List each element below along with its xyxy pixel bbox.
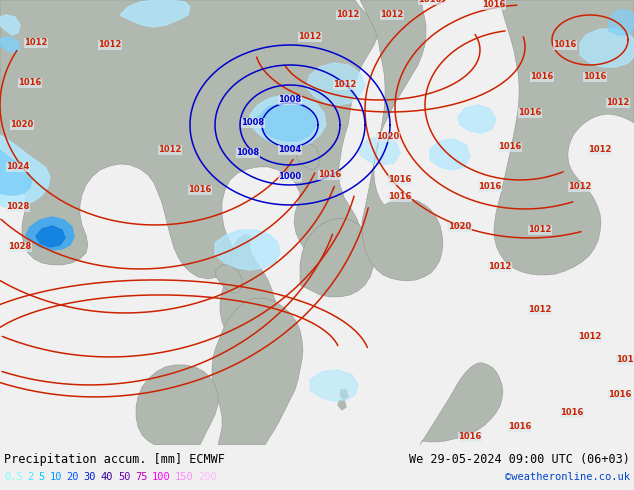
Polygon shape [360, 0, 443, 281]
Text: 1016: 1016 [318, 171, 342, 179]
Text: 1012: 1012 [568, 182, 592, 192]
Text: 1008: 1008 [242, 119, 264, 127]
Polygon shape [212, 298, 303, 445]
Polygon shape [200, 53, 210, 60]
Text: 1016: 1016 [418, 0, 442, 4]
Polygon shape [0, 0, 378, 279]
Text: 1016: 1016 [530, 73, 553, 81]
Text: 50: 50 [118, 472, 131, 482]
Text: 1028: 1028 [6, 202, 30, 212]
Text: 1012: 1012 [380, 10, 404, 20]
Text: 1008: 1008 [236, 148, 259, 157]
Text: 1028: 1028 [8, 243, 32, 251]
Polygon shape [580, 29, 634, 67]
Text: 1012: 1012 [98, 41, 122, 49]
Polygon shape [420, 363, 503, 445]
Text: 1012: 1012 [588, 146, 612, 154]
Text: 1012: 1012 [616, 355, 634, 365]
Text: 1024: 1024 [6, 163, 30, 172]
Text: 150: 150 [175, 472, 194, 482]
Polygon shape [0, 150, 32, 195]
Text: 1012: 1012 [528, 305, 552, 315]
Text: 1016: 1016 [188, 186, 212, 195]
Text: 1016: 1016 [478, 182, 501, 192]
Text: 100: 100 [152, 472, 171, 482]
Text: 1020: 1020 [448, 222, 472, 231]
Text: 1016: 1016 [498, 143, 522, 151]
Text: 1016: 1016 [18, 78, 42, 88]
Text: 1012: 1012 [299, 32, 321, 42]
Polygon shape [0, 15, 20, 35]
Text: 1016: 1016 [519, 108, 541, 118]
Polygon shape [430, 139, 470, 170]
Polygon shape [26, 217, 74, 250]
Text: ©weatheronline.co.uk: ©weatheronline.co.uk [505, 472, 630, 482]
Polygon shape [215, 265, 242, 293]
Text: 40: 40 [101, 472, 113, 482]
Polygon shape [458, 105, 496, 133]
Polygon shape [494, 0, 634, 275]
Text: 1016: 1016 [388, 193, 411, 201]
Polygon shape [296, 143, 320, 170]
Text: 1016: 1016 [388, 175, 411, 184]
Text: 1016: 1016 [553, 41, 577, 49]
Polygon shape [0, 135, 50, 207]
Polygon shape [0, 37, 20, 53]
Polygon shape [608, 10, 634, 35]
Text: 1016: 1016 [560, 409, 584, 417]
Text: 5: 5 [38, 472, 44, 482]
Text: 1020: 1020 [377, 132, 399, 142]
Text: 1012: 1012 [606, 98, 630, 107]
Polygon shape [136, 365, 218, 445]
Polygon shape [120, 0, 190, 27]
Polygon shape [258, 103, 316, 141]
Text: 0.5: 0.5 [4, 472, 23, 482]
Polygon shape [36, 226, 65, 247]
Text: 1016: 1016 [508, 422, 532, 431]
Text: 2: 2 [27, 472, 33, 482]
Text: 1000: 1000 [278, 172, 302, 181]
Text: 1012: 1012 [158, 146, 182, 154]
Text: 1012: 1012 [488, 263, 512, 271]
Polygon shape [300, 218, 374, 297]
Polygon shape [340, 390, 348, 400]
Polygon shape [220, 235, 280, 351]
Text: 1008: 1008 [278, 96, 302, 104]
Polygon shape [306, 63, 365, 105]
Text: 1016: 1016 [608, 391, 631, 399]
Text: 1020: 1020 [10, 121, 34, 129]
Text: 1016: 1016 [583, 73, 607, 81]
Polygon shape [338, 400, 346, 410]
Text: 1012: 1012 [528, 225, 552, 234]
Text: 75: 75 [135, 472, 148, 482]
Polygon shape [215, 230, 280, 270]
Text: 200: 200 [198, 472, 217, 482]
Text: 30: 30 [84, 472, 96, 482]
Polygon shape [360, 137, 400, 165]
Text: 10: 10 [49, 472, 62, 482]
Text: We 29-05-2024 09:00 UTC (06+03): We 29-05-2024 09:00 UTC (06+03) [409, 453, 630, 466]
Polygon shape [250, 95, 326, 147]
Text: 20: 20 [67, 472, 79, 482]
Text: 1012: 1012 [333, 80, 357, 90]
Text: 1012: 1012 [336, 10, 359, 20]
Polygon shape [144, 5, 188, 30]
Polygon shape [0, 0, 40, 155]
Polygon shape [310, 370, 358, 401]
Text: 1012: 1012 [24, 39, 48, 48]
Text: 1004: 1004 [278, 146, 302, 154]
Text: 1016: 1016 [482, 0, 506, 9]
Text: 1016: 1016 [458, 432, 482, 441]
Text: Precipitation accum. [mm] ECMWF: Precipitation accum. [mm] ECMWF [4, 453, 225, 466]
Text: 1012: 1012 [578, 332, 602, 342]
